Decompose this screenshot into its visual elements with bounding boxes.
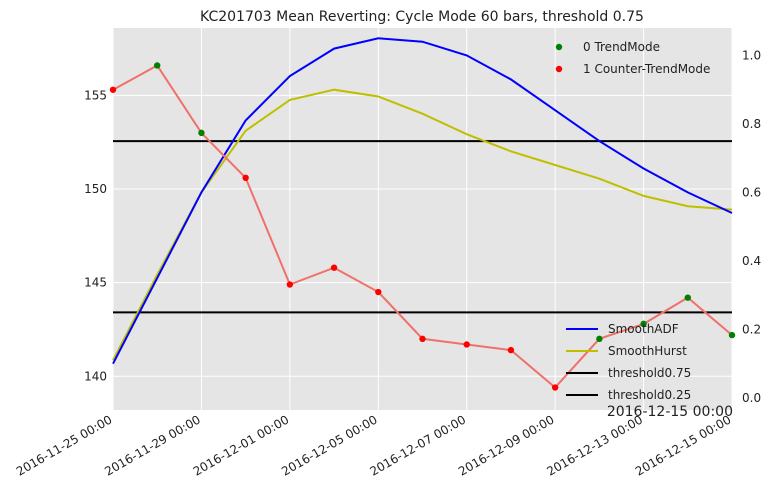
x-tick-label: 2016-11-25 00:00 bbox=[14, 412, 115, 478]
price-mode-point bbox=[198, 129, 205, 137]
legend-label: SmoothADF bbox=[608, 322, 679, 336]
left-axis-ticks: 140 145 150 155 bbox=[84, 88, 107, 383]
legend-top: 0 TrendMode 1 Counter-TrendMode bbox=[555, 40, 710, 76]
legend-marker bbox=[555, 65, 563, 73]
legend-marker bbox=[555, 43, 563, 51]
right-tick-label: 0.4 bbox=[742, 254, 761, 268]
legend-label: threshold0.75 bbox=[608, 366, 691, 380]
left-tick-label: 150 bbox=[84, 182, 107, 196]
legend-label: threshold0.25 bbox=[608, 388, 691, 402]
x-tick-label: 2016-12-13 00:00 bbox=[544, 412, 645, 478]
legend-label: 1 Counter-TrendMode bbox=[583, 62, 710, 76]
price-mode-point bbox=[330, 264, 338, 271]
x-tick-label: 2016-12-07 00:00 bbox=[368, 412, 469, 478]
left-tick-label: 155 bbox=[84, 88, 107, 102]
grid bbox=[112, 28, 733, 410]
x-tick-label: 2016-12-05 00:00 bbox=[279, 412, 380, 478]
price-mode-point bbox=[640, 320, 647, 328]
right-tick-label: 0.8 bbox=[742, 117, 761, 131]
price-mode-point bbox=[728, 331, 736, 339]
left-tick-label: 145 bbox=[84, 276, 107, 290]
right-tick-label: 0.0 bbox=[742, 391, 761, 405]
price-mode-point bbox=[242, 174, 249, 182]
right-axis-ticks: 0.0 0.2 0.4 0.6 0.8 1.0 bbox=[742, 48, 761, 405]
legend-label: 0 TrendMode bbox=[583, 40, 660, 54]
x-tick-label: 2016-12-15 00:00 bbox=[633, 412, 734, 478]
x-tick-label: 2016-12-01 00:00 bbox=[191, 412, 292, 478]
price-mode-point bbox=[154, 62, 161, 69]
x-tick-label: 2016-12-09 00:00 bbox=[456, 412, 557, 478]
chart-title: KC201703 Mean Reverting: Cycle Mode 60 b… bbox=[200, 9, 644, 25]
right-tick-label: 0.6 bbox=[742, 185, 761, 199]
smoothhurst-line bbox=[112, 88, 733, 361]
smoothadf-line bbox=[112, 37, 733, 365]
price-mode-point bbox=[551, 384, 559, 391]
plot-background bbox=[113, 28, 732, 410]
right-tick-label: 1.0 bbox=[742, 48, 761, 62]
price-mode-point bbox=[507, 346, 515, 354]
price-mode-point bbox=[286, 281, 294, 288]
price-mode-point bbox=[419, 335, 426, 343]
corner-date-label: 2016-12-15 00:00 bbox=[607, 404, 733, 420]
right-tick-label: 0.2 bbox=[742, 322, 761, 336]
price-mode-point bbox=[375, 288, 382, 296]
price-mode-point bbox=[596, 335, 603, 343]
mode-points bbox=[109, 62, 736, 391]
x-tick-label: 2016-11-29 00:00 bbox=[102, 412, 203, 478]
legend-label: SmoothHurst bbox=[608, 344, 687, 358]
price-mode-point bbox=[109, 86, 117, 93]
legend-bottom: SmoothADF SmoothHurst threshold0.75 thresho… bbox=[566, 322, 691, 402]
left-tick-label: 140 bbox=[84, 369, 107, 383]
price-mode-point bbox=[463, 341, 470, 348]
price-mode-point bbox=[684, 294, 691, 301]
